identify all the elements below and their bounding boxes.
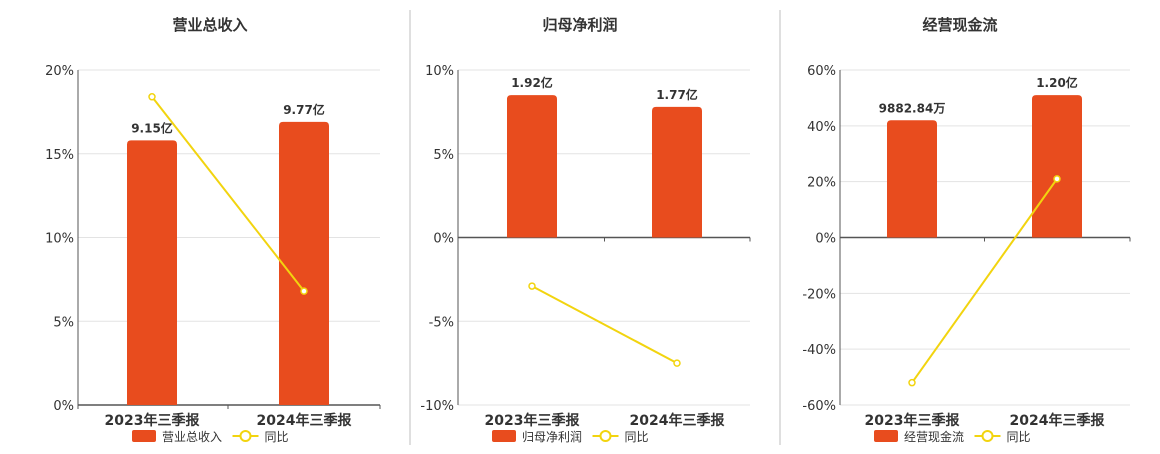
y-tick-label: 20% bbox=[45, 64, 74, 79]
yoy-point bbox=[673, 359, 681, 367]
y-tick-label: -40% bbox=[802, 343, 836, 358]
y-tick-label: 10% bbox=[45, 232, 74, 247]
yoy-point bbox=[148, 93, 156, 101]
bar-data-label: 1.77亿 bbox=[656, 87, 698, 102]
legend-line-label: 同比 bbox=[625, 430, 649, 444]
y-tick-label: 0% bbox=[815, 232, 836, 247]
x-tick-label: 2024年三季报 bbox=[257, 412, 352, 429]
bar bbox=[887, 120, 937, 238]
chart-panel-net-profit: 归母净利润 -10% -5% 0% 5% 10% 2023年三季报 2024年三季报 1.92亿… bbox=[420, 16, 751, 444]
x-tick-label: 2024年三季报 bbox=[630, 412, 725, 429]
y-tick-label: 10% bbox=[425, 64, 454, 79]
bar bbox=[652, 106, 702, 238]
legend-bar-label: 归母净利润 bbox=[522, 430, 582, 444]
x-tick-label: 2024年三季报 bbox=[1010, 412, 1105, 429]
y-tick-label: 60% bbox=[807, 64, 836, 79]
legend-bar-swatch bbox=[492, 430, 516, 442]
legend-line-marker bbox=[981, 430, 994, 442]
y-tick-label: 15% bbox=[45, 148, 74, 163]
x-tick-label: 2023年三季报 bbox=[865, 412, 960, 429]
bar-data-label: 9.77亿 bbox=[283, 102, 325, 117]
bar-data-label: 9882.84万 bbox=[879, 101, 946, 115]
legend-line-marker bbox=[239, 430, 252, 442]
yoy-line bbox=[911, 178, 1058, 384]
bar-data-label: 1.92亿 bbox=[511, 75, 553, 90]
bar bbox=[279, 121, 329, 406]
chart-title: 经营现金流 bbox=[922, 16, 997, 34]
legend-bar-label: 营业总收入 bbox=[162, 430, 222, 444]
y-tick-label: -60% bbox=[802, 399, 836, 414]
y-tick-label: -10% bbox=[420, 399, 454, 414]
bar bbox=[507, 95, 557, 238]
yoy-point bbox=[908, 378, 916, 387]
chart-title: 归母净利润 bbox=[542, 16, 617, 34]
legend-bar-swatch bbox=[132, 430, 156, 442]
y-tick-label: 0% bbox=[433, 232, 454, 247]
bar bbox=[127, 140, 177, 405]
yoy-point bbox=[1053, 175, 1061, 183]
x-tick-label: 2023年三季报 bbox=[105, 412, 200, 429]
y-tick-label: 5% bbox=[53, 315, 74, 330]
bar-data-label: 9.15亿 bbox=[131, 120, 173, 135]
y-tick-label: -20% bbox=[802, 287, 836, 302]
chart-panel-revenue: 营业总收入 0% 5% 10% 15% 20% 2023年三季报 2024年三季报 9.15亿 9… bbox=[45, 16, 381, 444]
y-tick-label: 20% bbox=[807, 176, 836, 191]
y-tick-label: 40% bbox=[807, 120, 836, 135]
legend-line-label: 同比 bbox=[265, 430, 289, 444]
chart-title: 营业总收入 bbox=[172, 16, 247, 34]
x-tick-label: 2023年三季报 bbox=[485, 412, 580, 429]
yoy-line bbox=[151, 96, 305, 292]
y-tick-label: -5% bbox=[429, 315, 454, 330]
yoy-line bbox=[531, 285, 678, 365]
legend-bar-swatch bbox=[874, 430, 898, 442]
legend-bar-label: 经营现金流 bbox=[904, 429, 964, 444]
yoy-point bbox=[300, 287, 308, 295]
chart-panel-cash-flow: 经营现金流 -60% -40% -20% 0% 20% 40% 60% 2023年三季报 2024… bbox=[802, 16, 1131, 444]
bar bbox=[1032, 95, 1082, 238]
yoy-point bbox=[528, 282, 536, 290]
legend-line-marker bbox=[599, 430, 612, 442]
bar-data-label: 1.20亿 bbox=[1036, 75, 1078, 90]
y-tick-label: 5% bbox=[433, 148, 454, 163]
y-tick-label: 0% bbox=[53, 399, 74, 414]
legend-line-label: 同比 bbox=[1007, 430, 1031, 444]
